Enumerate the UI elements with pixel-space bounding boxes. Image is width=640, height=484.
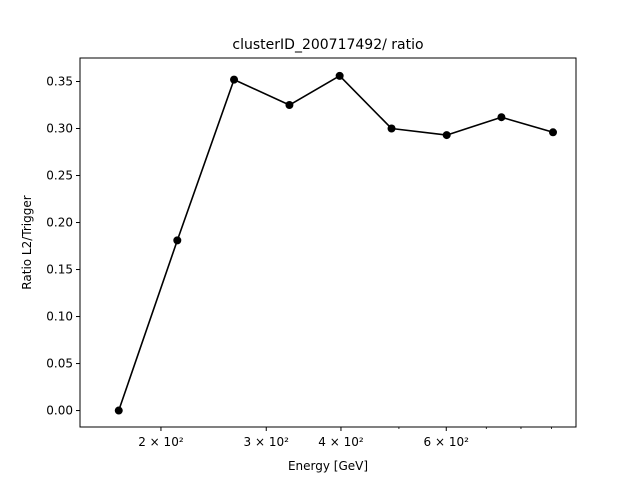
- data-point-3: [285, 101, 294, 110]
- x-tick-label-1: 3 × 10²: [244, 435, 290, 449]
- x-tick-label-0: 2 × 10²: [138, 435, 184, 449]
- data-point-1: [173, 236, 182, 245]
- y-tick-label-2: 0.10: [46, 310, 73, 324]
- data-point-4: [335, 71, 344, 80]
- data-point-2: [230, 75, 239, 84]
- y-tick-label-6: 0.30: [46, 122, 73, 136]
- y-axis-label: Ratio L2/Trigger: [20, 195, 34, 289]
- x-axis-label: Energy [GeV]: [288, 459, 368, 473]
- data-point-0: [114, 406, 123, 415]
- data-point-8: [549, 128, 557, 137]
- y-tick-label-1: 0.05: [46, 357, 73, 371]
- y-tick-label-0: 0.00: [46, 404, 73, 418]
- x-tick-label-3: 6 × 10²: [424, 435, 470, 449]
- data-point-6: [442, 131, 451, 140]
- y-tick-label-4: 0.20: [46, 216, 73, 230]
- data-point-7: [497, 113, 506, 122]
- axes-frame: [79, 57, 577, 428]
- x-tick-label-2: 4 × 10²: [318, 435, 364, 449]
- y-tick-label-7: 0.35: [46, 75, 73, 89]
- y-tick-label-3: 0.15: [46, 263, 73, 277]
- y-tick-label-5: 0.25: [46, 169, 73, 183]
- data-point-5: [387, 124, 396, 133]
- chart-title: clusterID_200717492/ ratio: [232, 37, 423, 53]
